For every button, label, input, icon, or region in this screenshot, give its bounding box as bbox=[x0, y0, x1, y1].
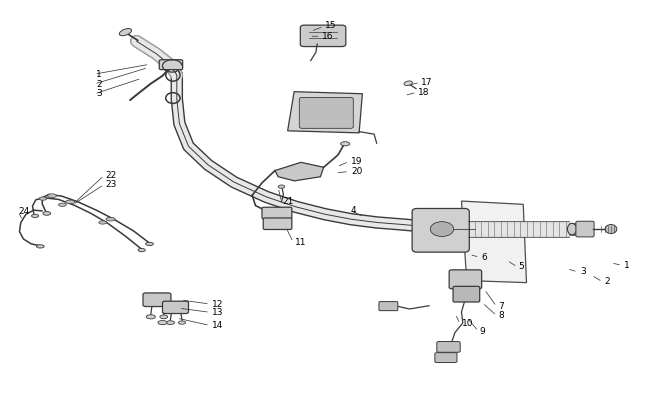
FancyBboxPatch shape bbox=[449, 270, 482, 289]
FancyBboxPatch shape bbox=[299, 98, 354, 129]
Text: 1: 1 bbox=[624, 261, 630, 270]
Polygon shape bbox=[462, 201, 526, 283]
Text: 12: 12 bbox=[212, 300, 224, 309]
Text: 8: 8 bbox=[498, 311, 504, 320]
FancyBboxPatch shape bbox=[379, 302, 398, 311]
Text: 14: 14 bbox=[212, 321, 224, 330]
Ellipse shape bbox=[43, 212, 51, 215]
Text: 17: 17 bbox=[421, 78, 433, 87]
Ellipse shape bbox=[66, 200, 75, 204]
Text: 11: 11 bbox=[295, 238, 307, 247]
Ellipse shape bbox=[120, 28, 131, 36]
Ellipse shape bbox=[138, 248, 145, 252]
Text: 7: 7 bbox=[498, 302, 504, 311]
Polygon shape bbox=[287, 92, 363, 133]
Ellipse shape bbox=[146, 242, 153, 246]
FancyBboxPatch shape bbox=[437, 342, 460, 352]
Text: 2: 2 bbox=[604, 277, 610, 286]
Text: 3: 3 bbox=[580, 267, 586, 276]
FancyBboxPatch shape bbox=[300, 25, 346, 47]
Text: 16: 16 bbox=[322, 32, 333, 41]
Text: 9: 9 bbox=[480, 327, 486, 336]
Ellipse shape bbox=[160, 315, 168, 319]
Ellipse shape bbox=[341, 142, 350, 146]
Polygon shape bbox=[275, 162, 324, 181]
Text: 24: 24 bbox=[18, 207, 29, 216]
Text: 18: 18 bbox=[418, 88, 430, 97]
FancyBboxPatch shape bbox=[576, 221, 594, 237]
Ellipse shape bbox=[58, 203, 66, 206]
Text: 6: 6 bbox=[481, 253, 487, 262]
Ellipse shape bbox=[99, 221, 107, 224]
Text: 13: 13 bbox=[212, 308, 224, 317]
Circle shape bbox=[430, 222, 454, 236]
Ellipse shape bbox=[39, 197, 47, 200]
Text: 5: 5 bbox=[519, 262, 525, 272]
Ellipse shape bbox=[567, 223, 577, 235]
FancyBboxPatch shape bbox=[453, 286, 480, 302]
Text: 1: 1 bbox=[96, 70, 102, 79]
Text: 20: 20 bbox=[351, 167, 363, 176]
Text: 21: 21 bbox=[283, 197, 294, 206]
Ellipse shape bbox=[166, 321, 174, 325]
FancyBboxPatch shape bbox=[263, 218, 292, 229]
FancyBboxPatch shape bbox=[435, 353, 457, 363]
Ellipse shape bbox=[36, 245, 44, 248]
Ellipse shape bbox=[605, 225, 617, 234]
Ellipse shape bbox=[179, 321, 186, 324]
FancyBboxPatch shape bbox=[162, 301, 188, 314]
FancyBboxPatch shape bbox=[412, 208, 469, 252]
Text: 10: 10 bbox=[462, 319, 473, 328]
Ellipse shape bbox=[404, 81, 413, 86]
Text: 4: 4 bbox=[351, 206, 357, 215]
Text: 2: 2 bbox=[96, 80, 102, 89]
Ellipse shape bbox=[278, 185, 285, 188]
Ellipse shape bbox=[158, 321, 167, 325]
Text: 3: 3 bbox=[96, 89, 102, 98]
Text: 15: 15 bbox=[325, 21, 337, 30]
Ellipse shape bbox=[31, 214, 39, 218]
FancyBboxPatch shape bbox=[262, 207, 292, 219]
Ellipse shape bbox=[47, 194, 57, 198]
Ellipse shape bbox=[146, 315, 155, 319]
Text: 23: 23 bbox=[105, 180, 117, 189]
FancyBboxPatch shape bbox=[159, 60, 183, 70]
Text: 22: 22 bbox=[105, 171, 116, 180]
FancyBboxPatch shape bbox=[143, 293, 171, 307]
Ellipse shape bbox=[106, 218, 115, 221]
Text: 19: 19 bbox=[351, 157, 363, 166]
